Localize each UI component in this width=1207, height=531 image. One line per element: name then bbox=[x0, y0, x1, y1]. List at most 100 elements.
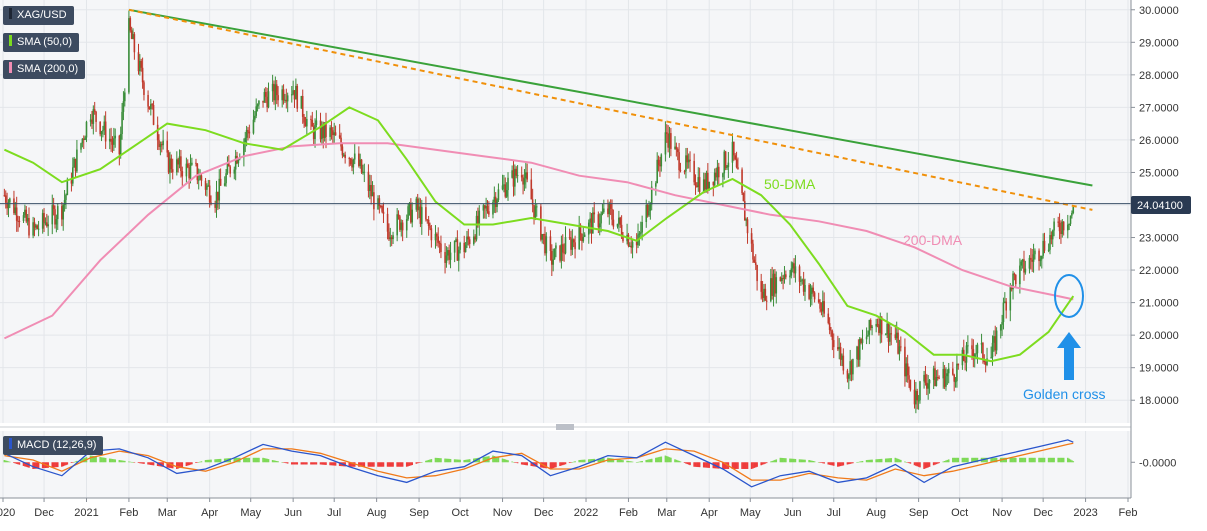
legend-macd[interactable]: MACD (12,26,9) bbox=[3, 436, 104, 455]
candle-body bbox=[363, 171, 366, 173]
macd-histogram-bar bbox=[582, 459, 585, 463]
macd-histogram-bar bbox=[564, 462, 567, 465]
macd-histogram-bar bbox=[579, 459, 582, 463]
x-tick-label: 2021 bbox=[74, 507, 98, 519]
macd-histogram-bar bbox=[676, 460, 679, 463]
candle-body bbox=[819, 302, 821, 309]
macd-histogram-bar bbox=[407, 462, 409, 467]
macd-histogram-bar bbox=[37, 462, 40, 469]
macd-histogram-bar bbox=[1028, 457, 1031, 463]
macd-histogram-bar bbox=[306, 462, 308, 465]
macd-histogram-bar bbox=[581, 459, 583, 463]
candle-body bbox=[448, 250, 450, 260]
candle-body bbox=[932, 368, 935, 380]
candle-body bbox=[6, 202, 8, 209]
candle-body bbox=[707, 172, 709, 189]
macd-histogram-bar bbox=[104, 457, 107, 463]
macd-histogram-bar bbox=[665, 456, 668, 463]
macd-histogram-bar bbox=[733, 462, 735, 469]
macd-histogram-bar bbox=[512, 461, 515, 463]
candle-body bbox=[876, 323, 879, 325]
macd-histogram-bar bbox=[448, 458, 450, 463]
candle-body bbox=[858, 338, 861, 360]
candle-body bbox=[783, 274, 786, 279]
candle-body bbox=[846, 370, 849, 379]
candle-body bbox=[474, 236, 476, 240]
macd-histogram-bar bbox=[367, 462, 370, 467]
candle-body bbox=[292, 90, 294, 95]
macd-histogram-bar bbox=[139, 462, 141, 464]
macd-histogram-bar bbox=[889, 458, 891, 463]
candle-body bbox=[708, 181, 711, 189]
candle-body bbox=[84, 137, 86, 141]
candle-body bbox=[296, 85, 299, 109]
candle-body bbox=[611, 208, 613, 220]
pane-resize-handle[interactable] bbox=[556, 424, 574, 430]
candle-body bbox=[217, 191, 219, 201]
x-tick-label: Dec bbox=[34, 507, 54, 519]
macd-histogram-bar bbox=[459, 459, 461, 463]
macd-histogram-bar bbox=[373, 462, 375, 467]
macd-histogram-bar bbox=[55, 462, 58, 468]
candle-body bbox=[389, 237, 392, 240]
candle-body bbox=[745, 219, 747, 221]
legend-sma-50[interactable]: SMA (50,0) bbox=[3, 33, 80, 52]
candle-body bbox=[382, 211, 385, 214]
candle-body bbox=[342, 154, 345, 156]
candle-body bbox=[522, 177, 524, 185]
macd-histogram-bar bbox=[520, 462, 523, 465]
candle-body bbox=[312, 126, 315, 140]
candle-body bbox=[1030, 257, 1032, 260]
candle-body bbox=[879, 316, 882, 333]
candle-body bbox=[743, 201, 746, 221]
x-tick-label: Jul bbox=[327, 507, 341, 519]
macd-histogram-bar bbox=[267, 459, 270, 463]
legend-symbol[interactable]: XAG/USD bbox=[3, 6, 74, 25]
macd-histogram-bar bbox=[188, 462, 190, 466]
macd-histogram-bar bbox=[80, 459, 82, 463]
candle-body bbox=[857, 346, 860, 360]
macd-histogram-bar bbox=[964, 457, 966, 463]
macd-histogram-bar bbox=[95, 456, 97, 463]
macd-histogram-bar bbox=[160, 462, 163, 467]
candle-body bbox=[300, 96, 303, 109]
macd-histogram-bar bbox=[655, 457, 657, 463]
macd-histogram-bar bbox=[760, 462, 763, 466]
y-tick-label: 26.0000 bbox=[1139, 135, 1179, 147]
candle-body bbox=[22, 215, 25, 222]
macd-histogram-bar bbox=[561, 462, 564, 466]
candle-body bbox=[492, 201, 494, 215]
candle-body bbox=[942, 368, 945, 379]
candle-body bbox=[415, 198, 418, 210]
candle-body bbox=[33, 222, 36, 228]
legend-sma-200[interactable]: SMA (200,0) bbox=[3, 60, 86, 79]
candle-body bbox=[801, 279, 804, 281]
candle-body bbox=[467, 236, 470, 240]
macd-histogram-bar bbox=[563, 462, 565, 465]
candle-body bbox=[839, 346, 842, 360]
x-tick-label: Nov bbox=[493, 507, 513, 519]
candle-body bbox=[811, 287, 813, 295]
candle-body bbox=[982, 343, 984, 360]
candle-body bbox=[603, 208, 605, 213]
candle-body bbox=[1021, 259, 1024, 262]
candle-body bbox=[734, 155, 737, 160]
candle-body bbox=[286, 95, 289, 102]
candle-body bbox=[564, 237, 567, 254]
candle-body bbox=[817, 299, 820, 303]
candle-body bbox=[55, 219, 58, 225]
macd-histogram-bar bbox=[243, 457, 245, 463]
macd-histogram-bar bbox=[295, 462, 297, 465]
x-tick-label: Aug bbox=[866, 507, 886, 519]
macd-histogram-bar bbox=[14, 462, 17, 464]
macd-histogram-bar bbox=[219, 458, 222, 463]
macd-histogram-bar bbox=[66, 462, 69, 465]
macd-histogram-bar bbox=[430, 459, 433, 463]
macd-swatch bbox=[9, 438, 12, 449]
candle-body bbox=[473, 236, 475, 245]
candle-body bbox=[111, 141, 114, 145]
macd-histogram-bar bbox=[258, 457, 260, 463]
candle-body bbox=[504, 184, 507, 197]
macd-histogram-bar bbox=[426, 460, 429, 463]
